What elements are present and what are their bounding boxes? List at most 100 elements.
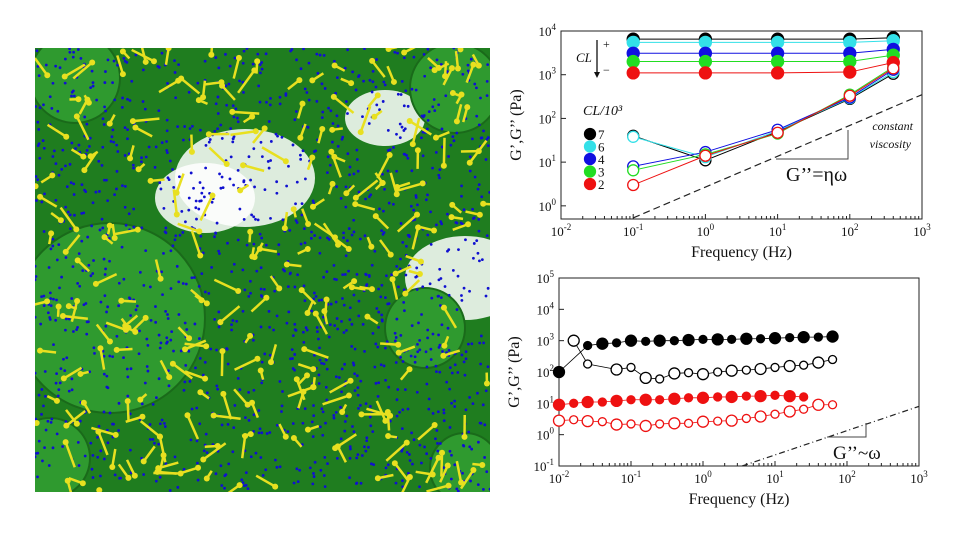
blue-dot — [232, 426, 236, 429]
blue-dot — [76, 326, 79, 329]
blue-dot — [72, 50, 76, 54]
blue-dot — [307, 61, 311, 65]
blue-dot — [207, 140, 211, 144]
blue-dot — [478, 421, 482, 425]
blue-dot — [375, 58, 379, 61]
blue-dot — [472, 242, 476, 245]
blue-dot — [379, 295, 383, 299]
blue-dot — [126, 97, 129, 101]
blue-dot — [210, 265, 214, 269]
blue-dot — [375, 307, 379, 310]
blue-dot — [102, 410, 106, 414]
blue-dot — [91, 84, 95, 88]
blue-dot — [278, 380, 282, 383]
blue-dot — [142, 473, 146, 476]
blue-dot — [335, 185, 338, 189]
blue-dot — [159, 341, 163, 345]
blue-dot — [85, 332, 89, 336]
blue-dot — [400, 79, 404, 83]
blue-dot — [260, 381, 264, 385]
blue-dot — [402, 129, 406, 132]
yellow-bead — [348, 80, 355, 87]
blue-dot — [480, 195, 484, 199]
blue-dot — [316, 71, 320, 75]
blue-dot — [312, 475, 316, 478]
blue-dot — [213, 129, 217, 133]
yellow-chain — [250, 296, 268, 313]
blue-dot — [400, 427, 404, 431]
blue-dot — [412, 438, 416, 442]
blue-dot — [390, 273, 394, 277]
blue-dot — [425, 127, 429, 131]
blue-dot — [436, 410, 440, 414]
blue-dot — [337, 376, 341, 379]
blue-dot — [294, 202, 297, 206]
yellow-bead — [282, 158, 289, 165]
blue-dot — [357, 314, 361, 318]
blue-dot — [184, 363, 188, 367]
blue-dot — [68, 48, 71, 51]
blue-dot — [364, 402, 368, 406]
blue-dot — [236, 168, 240, 172]
blue-dot — [93, 352, 96, 355]
blue-dot — [414, 275, 418, 279]
blue-dot — [230, 270, 234, 274]
blue-dot — [35, 49, 39, 53]
blue-dot — [408, 453, 411, 456]
blue-dot — [357, 299, 361, 303]
yellow-bead — [374, 92, 381, 99]
blue-dot — [148, 437, 152, 441]
yellow-bead — [449, 90, 456, 97]
yellow-chain — [411, 227, 420, 250]
blue-dot — [425, 452, 429, 456]
blue-dot — [123, 154, 127, 157]
blue-dot — [68, 50, 72, 54]
blue-dot — [436, 442, 439, 445]
blue-dot — [403, 309, 406, 313]
blue-dot — [238, 388, 242, 392]
yellow-chain — [303, 347, 329, 359]
blue-dot — [43, 446, 46, 450]
blue-dot — [42, 230, 46, 233]
blue-dot — [427, 110, 431, 114]
blue-dot — [166, 313, 169, 316]
blue-dot — [190, 407, 194, 411]
blue-dot — [115, 143, 119, 147]
blue-dot — [236, 376, 240, 380]
blue-dot — [116, 63, 119, 67]
blue-dot — [260, 67, 264, 71]
blue-dot — [416, 350, 420, 354]
blue-dot — [387, 385, 391, 389]
blue-dot — [265, 432, 269, 435]
blue-dot — [241, 309, 245, 313]
blue-dot — [326, 155, 330, 159]
blue-dot — [284, 93, 288, 97]
blue-dot — [123, 185, 127, 188]
blue-dot — [418, 338, 422, 342]
blue-dot — [315, 326, 319, 329]
blue-dot — [207, 291, 211, 295]
data-point-Gp-6 — [843, 35, 857, 49]
blue-dot — [259, 266, 263, 270]
blue-dot — [51, 244, 55, 248]
blue-dot — [435, 223, 438, 227]
yellow-chain — [403, 48, 416, 54]
blue-dot — [157, 65, 161, 69]
blue-dot — [308, 466, 312, 470]
blue-dot — [55, 298, 58, 302]
blue-dot — [475, 86, 478, 90]
blue-dot — [215, 221, 219, 225]
blue-dot — [242, 91, 245, 94]
blue-dot — [84, 302, 88, 305]
yellow-bead — [369, 57, 376, 64]
blue-dot — [481, 488, 485, 491]
blue-dot — [260, 236, 264, 240]
yellow-bead — [60, 375, 67, 382]
blue-dot — [328, 163, 332, 167]
blue-dot — [122, 356, 125, 360]
yellow-bead — [440, 352, 447, 359]
blue-dot — [324, 358, 328, 362]
data-point-Gpp-2 — [627, 178, 640, 192]
blue-dot — [438, 176, 441, 180]
yellow-bead — [81, 167, 88, 174]
